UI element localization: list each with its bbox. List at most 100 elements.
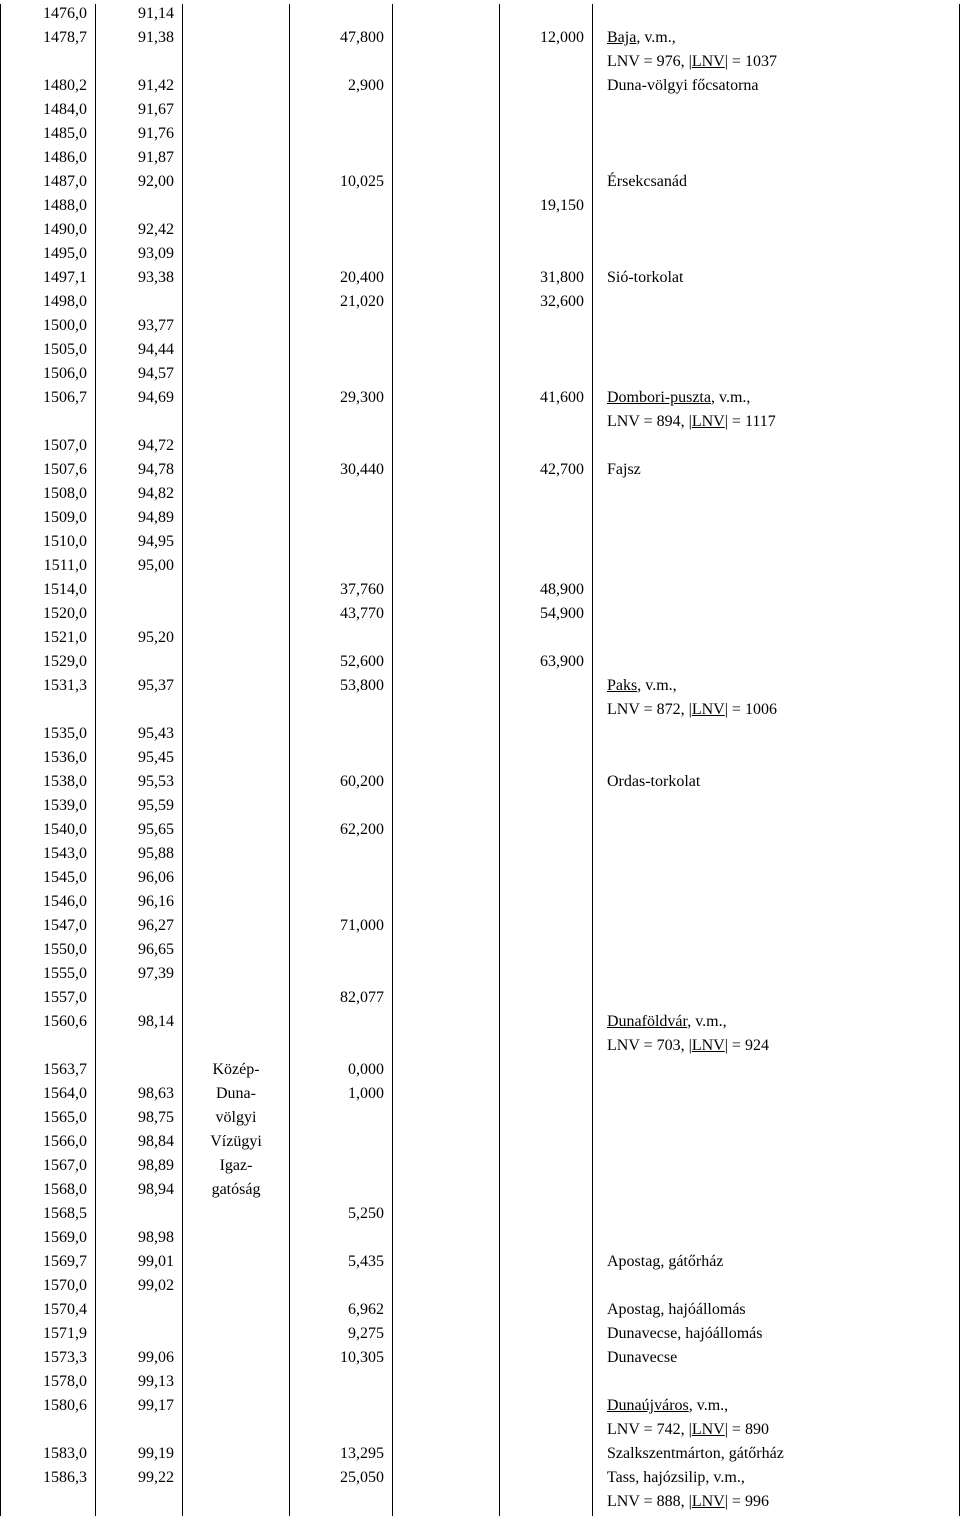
table-row: 1539,095,59 (1, 796, 960, 820)
distance2-cell: 41,600 (500, 388, 593, 412)
description-cell: Dombori-puszta, v.m., (593, 388, 960, 412)
table-row: 1578,099,13 (1, 1372, 960, 1396)
distance1-cell (290, 748, 393, 772)
separator-cell (393, 652, 500, 676)
authority-cell (183, 796, 290, 820)
authority-cell (183, 1420, 290, 1444)
separator-cell (393, 796, 500, 820)
table-row: 1507,694,7830,44042,700Fajsz (1, 460, 960, 484)
level-cell: 98,75 (96, 1108, 183, 1132)
level-cell: 96,06 (96, 868, 183, 892)
authority-cell (183, 460, 290, 484)
table-row: 1506,794,6929,30041,600Dombori-puszta, v… (1, 388, 960, 412)
separator-cell (393, 892, 500, 916)
level-cell (96, 604, 183, 628)
level-cell: 91,67 (96, 100, 183, 124)
km-cell: 1570,4 (1, 1300, 96, 1324)
distance1-cell: 9,275 (290, 1324, 393, 1348)
distance2-cell: 19,150 (500, 196, 593, 220)
separator-cell (393, 340, 500, 364)
description-cell: Dunavecse, hajóállomás (593, 1324, 960, 1348)
km-cell: 1507,0 (1, 436, 96, 460)
level-cell (96, 988, 183, 1012)
table-row: 1543,095,88 (1, 844, 960, 868)
description-cell (593, 1204, 960, 1228)
distance2-cell (500, 1108, 593, 1132)
distance2-cell (500, 484, 593, 508)
description-cell (593, 1180, 960, 1204)
km-cell: 1573,3 (1, 1348, 96, 1372)
description-cell (593, 316, 960, 340)
km-cell: 1486,0 (1, 148, 96, 172)
level-cell: 94,95 (96, 532, 183, 556)
km-cell: 1546,0 (1, 892, 96, 916)
level-cell: 95,43 (96, 724, 183, 748)
level-cell: 92,00 (96, 172, 183, 196)
description-cell: LNV = 976, |LNV| = 1037 (593, 52, 960, 76)
description-cell: Duna-völgyi főcsatorna (593, 76, 960, 100)
table-row: 1480,291,422,900Duna-völgyi főcsatorna (1, 76, 960, 100)
distance1-cell: 29,300 (290, 388, 393, 412)
distance1-cell (290, 1036, 393, 1060)
distance1-cell (290, 52, 393, 76)
description-cell (593, 1108, 960, 1132)
separator-cell (393, 1492, 500, 1516)
km-cell: 1570,0 (1, 1276, 96, 1300)
distance2-cell (500, 820, 593, 844)
level-cell: 96,16 (96, 892, 183, 916)
km-cell (1, 1036, 96, 1060)
table-row: 1550,096,65 (1, 940, 960, 964)
km-cell: 1487,0 (1, 172, 96, 196)
level-cell: 95,37 (96, 676, 183, 700)
km-cell: 1563,7 (1, 1060, 96, 1084)
distance1-cell (290, 412, 393, 436)
table-row: 1565,098,75völgyi (1, 1108, 960, 1132)
table-row: 1529,052,60063,900 (1, 652, 960, 676)
level-cell: 93,77 (96, 316, 183, 340)
separator-cell (393, 172, 500, 196)
separator-cell (393, 772, 500, 796)
authority-cell (183, 1012, 290, 1036)
level-cell: 95,59 (96, 796, 183, 820)
table-row: 1495,093,09 (1, 244, 960, 268)
separator-cell (393, 964, 500, 988)
km-cell: 1506,0 (1, 364, 96, 388)
description-cell (593, 340, 960, 364)
description-cell (593, 844, 960, 868)
distance2-cell (500, 1420, 593, 1444)
separator-cell (393, 364, 500, 388)
separator-cell (393, 508, 500, 532)
distance2-cell (500, 52, 593, 76)
km-cell: 1564,0 (1, 1084, 96, 1108)
description-cell (593, 1060, 960, 1084)
table-row: 1563,7Közép-0,000 (1, 1060, 960, 1084)
level-cell: 99,19 (96, 1444, 183, 1468)
table-row: 1546,096,16 (1, 892, 960, 916)
description-cell (593, 964, 960, 988)
distance2-cell (500, 1156, 593, 1180)
distance2-cell (500, 124, 593, 148)
authority-cell (183, 844, 290, 868)
distance1-cell: 47,800 (290, 28, 393, 52)
distance1-cell (290, 100, 393, 124)
description-cell (593, 124, 960, 148)
separator-cell (393, 1276, 500, 1300)
distance1-cell (290, 196, 393, 220)
table-row: 1486,091,87 (1, 148, 960, 172)
level-cell: 91,42 (96, 76, 183, 100)
distance1-cell: 1,000 (290, 1084, 393, 1108)
distance1-cell (290, 244, 393, 268)
separator-cell (393, 988, 500, 1012)
distance1-cell (290, 340, 393, 364)
separator-cell (393, 124, 500, 148)
level-cell: 93,09 (96, 244, 183, 268)
table-row: 1545,096,06 (1, 868, 960, 892)
distance2-cell (500, 1084, 593, 1108)
description-cell (593, 1132, 960, 1156)
authority-cell (183, 1468, 290, 1492)
level-cell: 98,14 (96, 1012, 183, 1036)
level-cell: 96,65 (96, 940, 183, 964)
authority-cell (183, 508, 290, 532)
km-cell: 1488,0 (1, 196, 96, 220)
distance2-cell (500, 676, 593, 700)
